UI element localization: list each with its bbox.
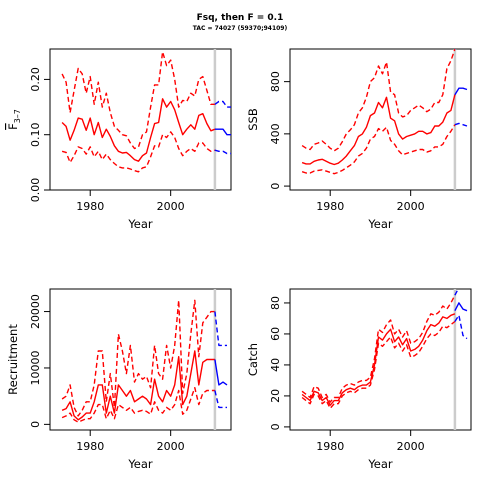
catch-plot-frame: [290, 289, 471, 430]
catch-y-tick-label: 60: [269, 327, 282, 341]
catch-historic-median-line: [302, 314, 455, 405]
figure-title: Fsq, then F = 0.1: [197, 13, 284, 23]
recruitment-projection-lower-line: [215, 391, 227, 408]
catch-y-tick-label: 40: [269, 358, 282, 372]
ssb-y-axis-label: SSB: [246, 108, 260, 131]
recruitment-series-group: [62, 300, 227, 422]
fbar-projection-median-line: [215, 129, 231, 135]
catch-projection-median-line: [455, 303, 467, 311]
ssb-projection-upper-line: [455, 45, 459, 49]
catch-y-axis-label: Catch: [246, 343, 260, 376]
catch-series-group: [302, 288, 467, 409]
ssb-historic-lower-line: [302, 125, 455, 174]
ssb-historic-upper-line: [302, 49, 455, 151]
recruitment-y-axis-label: Recruitment: [6, 324, 20, 395]
recruitment-plot-frame: [50, 289, 231, 430]
ssb-projection-median-line: [455, 88, 467, 95]
recruitment-y-tick-label: 0: [29, 421, 42, 428]
catch-y-tick-label: 0: [269, 423, 282, 430]
ssb-projection-lower-line: [455, 123, 467, 126]
catch-projection-lower-line: [455, 315, 467, 338]
fbar-historic-lower-line: [62, 132, 215, 172]
panel-fbar: F3–7 1980 2000 0.00 0.10 0.20 Year: [6, 49, 231, 231]
recruitment-x-tick-label: 1980: [76, 440, 104, 453]
panel-catch: Catch 1980 2000 0 20 40 60 80 Year: [246, 288, 471, 472]
ssb-y-tick-label: 0: [269, 183, 282, 190]
catch-x-axis-label: Year: [367, 457, 393, 471]
recruitment-y-tick-label: 20000: [29, 294, 42, 329]
recruitment-projection-median-line: [215, 360, 227, 385]
recruitment-x-tick-label: 2000: [157, 440, 185, 453]
catch-historic-upper-line: [302, 295, 455, 402]
recruitment-x-axis-label: Year: [127, 457, 153, 471]
catch-y-tick-label: 80: [269, 296, 282, 310]
ssb-x-tick-label: 1980: [316, 200, 344, 213]
ssb-y-tick-label: 400: [269, 123, 282, 144]
ssb-x-axis-label: Year: [367, 217, 393, 231]
recruitment-historic-median-line: [62, 351, 215, 420]
catch-x-tick-label: 2000: [397, 440, 425, 453]
panel-ssb: SSB 1980 2000 0 400 800 Year: [246, 45, 471, 231]
fbar-x-axis-label: Year: [127, 217, 153, 231]
figure-subtitle: TAC = 74027 (59370;94109): [193, 25, 288, 32]
catch-y-tick-label: 20: [269, 389, 282, 403]
fbar-x-tick-label: 2000: [157, 200, 185, 213]
catch-x-tick-label: 1980: [316, 440, 344, 453]
ssb-x-tick-label: 2000: [397, 200, 425, 213]
fbar-y-tick-label: 0.10: [29, 122, 42, 147]
fbar-y-tick-label: 0.20: [29, 67, 42, 92]
ssb-series-group: [302, 45, 467, 174]
ssb-y-tick-label: 800: [269, 71, 282, 92]
fbar-historic-upper-line: [62, 52, 215, 149]
fbar-x-tick-label: 1980: [76, 200, 104, 213]
fbar-projection-lower-line: [215, 150, 231, 153]
recruitment-historic-lower-line: [62, 388, 215, 422]
fbar-y-axis-label: F3–7: [6, 109, 22, 130]
recruitment-projection-upper-line: [215, 312, 227, 346]
fbar-y-tick-label: 0.00: [29, 178, 42, 203]
fbar-series-group: [62, 52, 231, 172]
fbar-projection-upper-line: [215, 102, 231, 108]
catch-historic-lower-line: [302, 322, 455, 409]
recruitment-y-tick-label: 10000: [29, 350, 42, 385]
